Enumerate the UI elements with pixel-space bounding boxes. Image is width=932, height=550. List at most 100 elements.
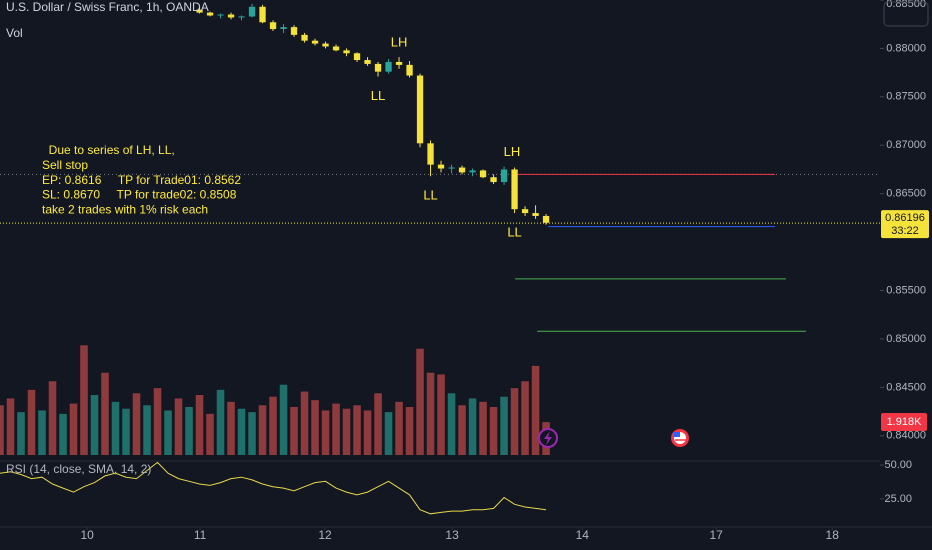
volume-bar — [59, 413, 67, 455]
volume-bar — [290, 407, 298, 455]
x-tick-label: 14 — [576, 528, 590, 542]
volume-bar — [374, 393, 382, 455]
rsi-line — [0, 461, 547, 515]
volume-bar — [468, 398, 477, 455]
y-tick-label: 0.85000 — [886, 333, 926, 345]
plot-area: 10 11 12 13 14 17 18 0.88500 0.88000 0.87500 0.870… — [0, 0, 926, 542]
x-tick-label: 10 — [80, 528, 94, 542]
price-label-box — [881, 210, 929, 239]
volume-bar — [174, 398, 183, 455]
candle-body — [406, 64, 413, 76]
rsi-title: RSI (14, close, SMA, 14, 2) — [6, 462, 151, 476]
price-label: 0.86196 — [885, 212, 925, 224]
y-tick-label: 0.84000 — [886, 430, 926, 442]
volume-bar — [332, 403, 340, 455]
volume-bar — [489, 407, 498, 455]
volume-bar — [447, 393, 456, 455]
candle-body — [196, 9, 203, 13]
pivot-label: LL — [507, 224, 521, 239]
volume-bar — [248, 412, 256, 455]
candle-body — [500, 169, 508, 183]
volume-bar — [195, 395, 204, 455]
y-tick-label: 0.85500 — [886, 284, 926, 296]
candle-body — [332, 46, 340, 51]
volume-bar — [0, 405, 4, 455]
volume-bar — [237, 408, 246, 455]
volume-bar — [216, 389, 225, 455]
candle-body — [395, 61, 403, 65]
volume-bar — [363, 410, 372, 455]
pivot-label: LH — [504, 144, 521, 159]
candle-body — [322, 43, 329, 47]
volume-bar — [311, 400, 319, 455]
volume-bar — [384, 412, 393, 455]
volume-bar — [164, 410, 172, 455]
pivot-label: LL — [371, 88, 385, 103]
note-line: EP: 0.8616 TP for Trade01: 0.8562 — [42, 173, 241, 187]
scale-button[interactable] — [883, 1, 929, 27]
rsi-tick-label: 25.00 — [884, 493, 912, 505]
candle-body — [437, 164, 445, 169]
pivot-label: LH — [391, 35, 408, 50]
volume-bar — [17, 412, 25, 455]
volume-bar — [395, 401, 403, 455]
candle-body — [385, 61, 392, 72]
volume-bar — [258, 405, 267, 455]
candle-body — [416, 75, 424, 144]
candle-body — [532, 213, 539, 216]
volume-bar — [101, 372, 109, 455]
volume-bar — [122, 408, 130, 455]
candle-body — [458, 167, 466, 173]
candle-body — [301, 34, 308, 41]
volume-bar — [405, 407, 414, 455]
y-tick-label: 0.87000 — [886, 139, 926, 151]
candle-body — [311, 40, 319, 44]
candle-body — [290, 27, 298, 35]
volume-bar — [437, 374, 445, 455]
pivot-label: LL — [423, 188, 437, 203]
candle-body — [206, 12, 214, 16]
volume-bar — [132, 393, 141, 455]
volume-bar — [342, 408, 351, 455]
y-tick-label: 0.88000 — [886, 42, 926, 54]
candle-body — [353, 53, 361, 61]
candle-body — [479, 170, 487, 178]
candle-body — [280, 27, 287, 30]
volume-bar — [321, 410, 330, 455]
candle-body — [248, 6, 256, 17]
volume-bar — [416, 348, 424, 455]
candle-body — [448, 167, 455, 169]
y-tick-label: 0.84500 — [886, 381, 926, 393]
volume-bar — [426, 372, 435, 455]
candle-body — [343, 50, 350, 54]
volume-bar — [90, 395, 99, 455]
x-tick-label: 17 — [710, 528, 724, 542]
note-line: Sell stop — [42, 158, 88, 172]
x-tick-label: 12 — [318, 528, 332, 542]
y-tick-label: 0.86500 — [886, 188, 926, 200]
volume-bar — [531, 365, 540, 455]
x-tick-label: 18 — [826, 528, 840, 542]
volume-label: 1.918K — [887, 416, 923, 428]
volume-bar — [6, 398, 15, 455]
x-tick-label: 11 — [194, 528, 207, 542]
volume-bar — [510, 388, 519, 455]
volume-bar — [206, 413, 214, 455]
volume-bar — [185, 407, 193, 455]
y-tick-label: 0.87500 — [886, 91, 926, 103]
candle-body — [238, 16, 245, 18]
volume-bar — [80, 345, 88, 455]
y-tick-label: 0.88500 — [886, 0, 926, 10]
volume-bar — [111, 401, 120, 455]
candle-body — [427, 143, 434, 165]
volume-bar — [227, 401, 235, 455]
candle-body — [227, 14, 235, 18]
note-line: Due to series of LH, LL, — [42, 143, 175, 157]
candle-body — [521, 209, 529, 214]
candle-body — [364, 60, 371, 64]
volume-bar — [279, 384, 288, 455]
candle-body — [542, 215, 550, 223]
volume-bar — [458, 405, 466, 455]
volume-bar — [38, 410, 46, 455]
